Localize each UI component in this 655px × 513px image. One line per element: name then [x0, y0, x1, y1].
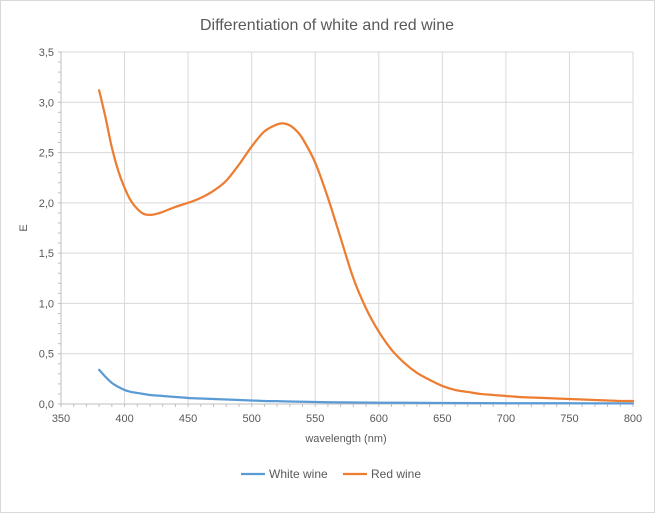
y-tick-label: 0,0 [39, 399, 54, 411]
legend-label-white-wine: White wine [269, 467, 328, 481]
legend: White wine Red wine [241, 467, 421, 481]
axes: 0,0 0,5 1,0 1,5 2,0 2,5 3,0 3,5 350 400 450 500 550 6… [39, 47, 642, 425]
legend-label-red-wine: Red wine [371, 467, 421, 481]
x-tick-label: 400 [115, 413, 133, 425]
x-tick-label: 750 [560, 413, 578, 425]
x-axis-title: wavelength (nm) [304, 433, 386, 445]
x-tick-label: 800 [624, 413, 642, 425]
x-tick-label: 500 [242, 413, 260, 425]
x-tick-label: 700 [497, 413, 515, 425]
series-line-red-wine [98, 89, 635, 403]
chart-title: Differentiation of white and red wine [200, 17, 454, 34]
grid [61, 51, 634, 404]
x-tick-label: 650 [433, 413, 451, 425]
y-tick-label: 3,0 [39, 97, 54, 109]
x-tick-label: 350 [52, 413, 70, 425]
y-tick-label: 0,5 [39, 349, 54, 361]
y-tick-label: 3,5 [39, 47, 54, 59]
y-tick-label: 2,0 [39, 198, 54, 210]
y-axis-title: E [18, 224, 30, 231]
series-line-white-wine [98, 368, 635, 405]
x-tick-label: 450 [179, 413, 197, 425]
y-tick-label: 1,5 [39, 248, 54, 260]
y-tick-label: 2,5 [39, 148, 54, 160]
x-tick-label: 600 [370, 413, 388, 425]
y-tick-label: 1,0 [39, 298, 54, 310]
x-tick-label: 550 [306, 413, 324, 425]
series-lines [98, 89, 635, 405]
